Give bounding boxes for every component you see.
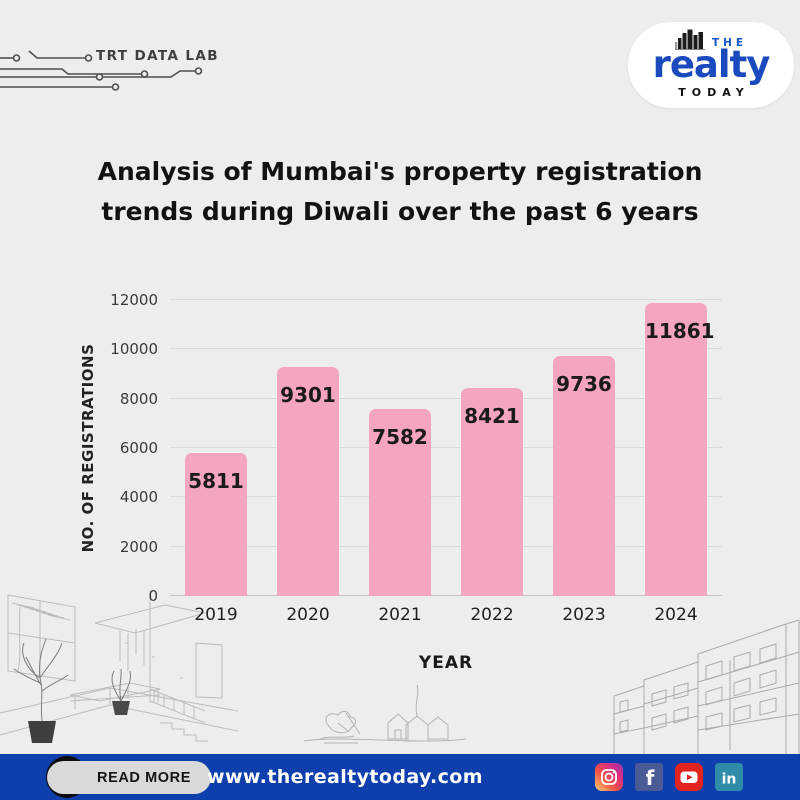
x-axis-title: YEAR <box>418 653 474 673</box>
x-tick-label: 2022 <box>470 605 514 625</box>
circuit-decoration-icon <box>0 50 203 91</box>
gridline <box>170 397 722 399</box>
gridline <box>170 496 722 498</box>
bar-value-label: 9736 <box>556 371 612 396</box>
data-lab-label: TRT DATA LAB <box>96 48 219 64</box>
bar-2020: 9301 <box>277 366 339 596</box>
instagram-icon[interactable] <box>595 763 623 791</box>
bar-2023: 9736 <box>553 355 615 596</box>
youtube-icon[interactable] <box>675 763 703 791</box>
linkedin-icon[interactable]: in <box>715 763 743 791</box>
y-tick-label: 0 <box>148 587 158 605</box>
gridline <box>170 447 722 448</box>
facebook-icon[interactable]: f <box>635 763 663 791</box>
svg-text:f: f <box>646 766 655 790</box>
bar-value-label: 8421 <box>464 404 520 429</box>
x-tick-label: 2020 <box>286 605 330 625</box>
plot-area: 0 2000 4000 6000 8000 10000 12000 5811 2019 9301 2… <box>110 291 722 625</box>
title-line-1: Analysis of Mumbai's property registrati… <box>97 157 703 186</box>
logo-word-the: THE <box>711 36 748 49</box>
bar-2021: 7582 <box>369 408 431 596</box>
y-tick-label: 10000 <box>110 340 158 359</box>
page-title: Analysis of Mumbai's property registrati… <box>0 152 800 232</box>
gridline <box>170 595 722 596</box>
interior-wireframe-sketch <box>0 591 238 743</box>
website-url-link[interactable]: www.therealtytoday.com <box>207 766 483 788</box>
read-more-label: READ MORE <box>97 769 192 786</box>
brand-logo: THE realty TODAY <box>628 22 794 108</box>
logo-word-today: TODAY <box>678 85 750 99</box>
y-tick-label: 8000 <box>119 389 158 408</box>
bar-value-label: 5811 <box>188 468 244 493</box>
y-axis-title: NO. OF REGISTRATIONS <box>79 343 97 553</box>
title-line-2: trends during Diwali over the past 6 yea… <box>101 197 699 226</box>
y-tick-label: 12000 <box>110 291 158 309</box>
bar-value-label: 11861 <box>645 319 715 344</box>
y-tick-label: 6000 <box>119 439 158 457</box>
svg-text:in: in <box>722 772 737 788</box>
x-tick-label: 2021 <box>378 605 422 625</box>
x-tick-label: 2019 <box>194 605 238 625</box>
logo-word-realty: realty <box>652 42 771 86</box>
y-tick-label: 4000 <box>119 488 158 507</box>
bar-2024: 11861 <box>645 303 715 596</box>
building-wireframe-sketch <box>610 619 800 756</box>
x-tick-label: 2023 <box>562 605 606 625</box>
x-tick-label: 2024 <box>654 605 698 625</box>
bar-value-label: 7582 <box>372 424 428 449</box>
bar-2019: 5811 <box>185 452 247 596</box>
gridline <box>170 545 722 547</box>
gridline <box>170 299 722 300</box>
bar-value-label: 9301 <box>280 382 336 407</box>
social-icons: f in <box>595 763 743 791</box>
footer-bar: READ MORE www.therealtytoday.com <box>0 754 800 800</box>
y-tick-label: 2000 <box>119 537 158 556</box>
bar-2022: 8421 <box>461 388 523 596</box>
skyline-icon <box>674 29 705 50</box>
gridline <box>170 348 722 350</box>
hand-drawing-sketch <box>303 684 467 744</box>
read-more-button[interactable]: READ MORE <box>47 761 212 794</box>
